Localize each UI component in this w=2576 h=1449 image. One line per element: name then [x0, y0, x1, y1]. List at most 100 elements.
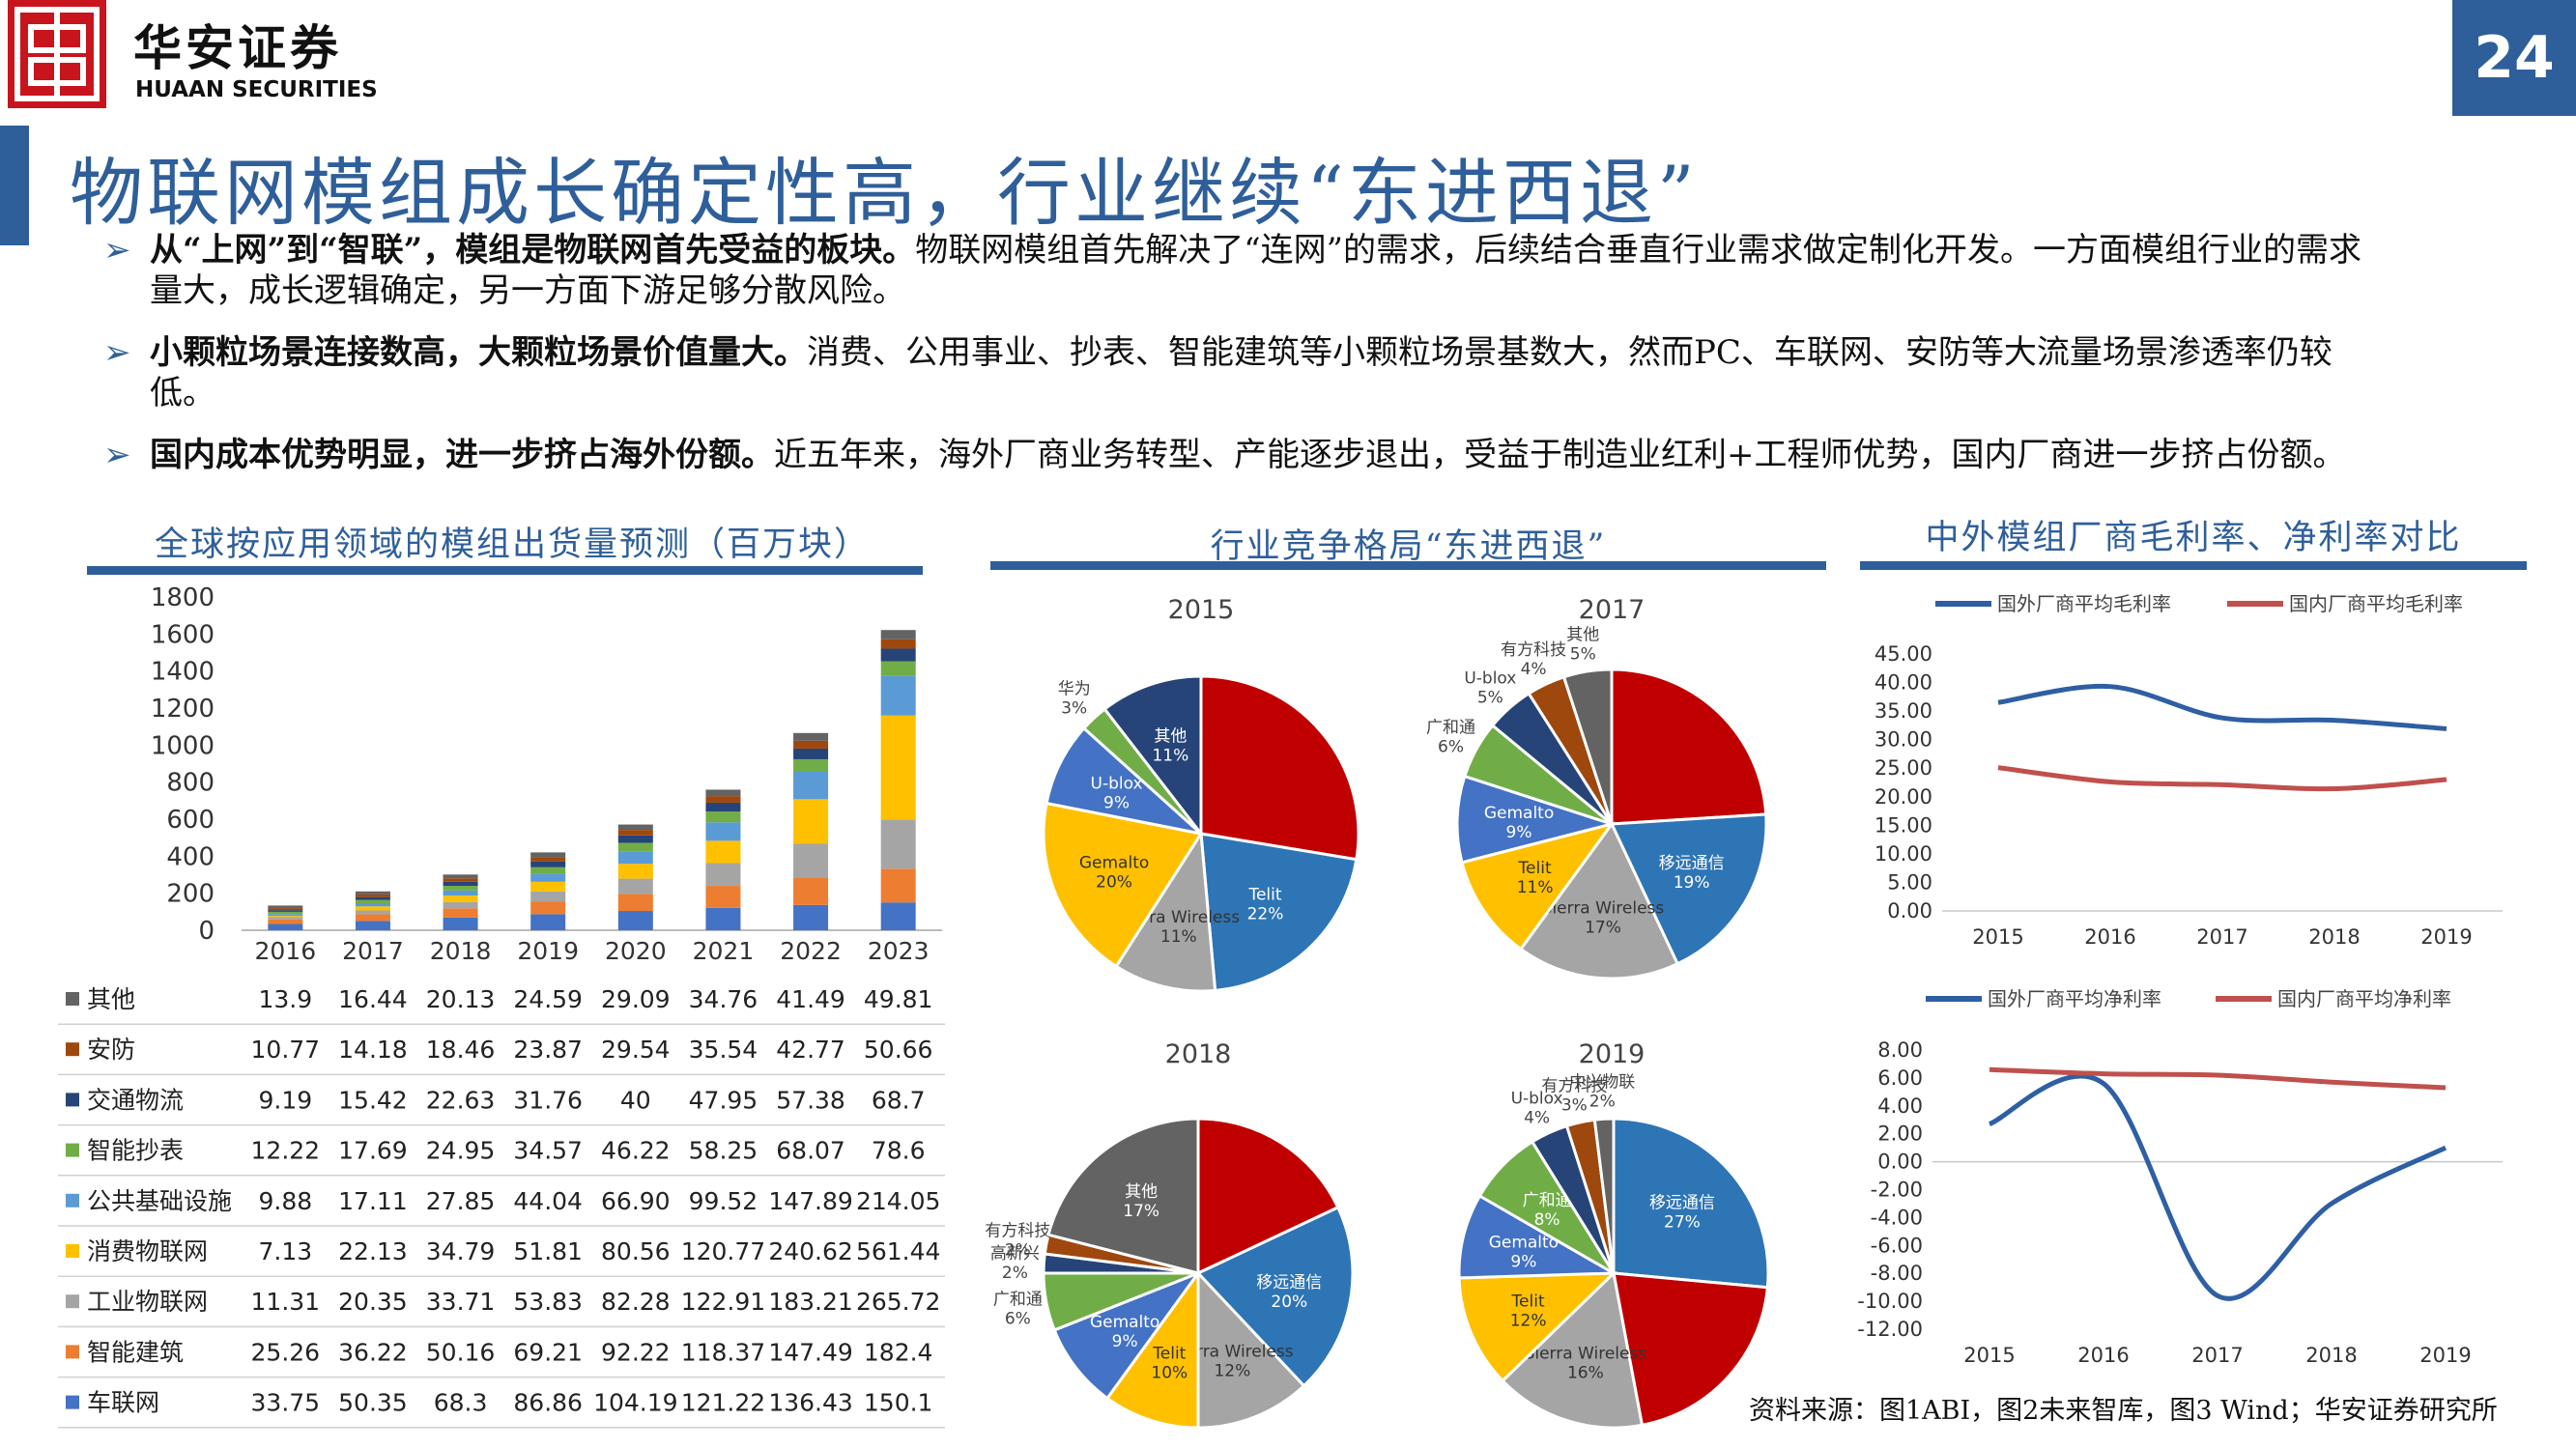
pie-slice-label: 广和通: [1426, 718, 1475, 737]
pie-slice-label: 广和通: [993, 1291, 1043, 1310]
pie-slice-percent: 2%: [1005, 1240, 1031, 1260]
pie-title: 2017: [1579, 595, 1646, 625]
bar-segment: [443, 895, 478, 902]
bar-segment: [793, 904, 829, 930]
bar-segment: [705, 840, 741, 864]
y-tick-label: 0: [198, 917, 215, 946]
pie-slice-label: 高新兴: [990, 1244, 1040, 1264]
table-cell-value: 36.22: [338, 1338, 408, 1366]
bar-segment: [530, 852, 566, 858]
legend-swatch: [66, 1345, 79, 1359]
table-cell-value: 214.05: [856, 1187, 940, 1215]
legend-label: 国内厂商平均毛利率: [2289, 592, 2463, 615]
legend-label: 国外厂商平均毛利率: [1997, 592, 2171, 615]
table-cell-value: 41.49: [776, 985, 845, 1013]
table-cell-value: 136.43: [768, 1389, 852, 1417]
table-cell-value: 27.85: [426, 1187, 496, 1215]
series-line: [1997, 683, 2447, 731]
pie-slice-percent: 12%: [1510, 1311, 1547, 1330]
bullet-2-text: 消费、公用事业、抄表、智能建筑等小颗粒场景基数大，然而PC、车联网、安防等大流量…: [150, 333, 2333, 412]
bar-segment: [880, 868, 916, 903]
table-cell-value: 66.90: [601, 1187, 671, 1215]
bar-segment: [530, 857, 566, 862]
bullet-arrow-icon: ➢: [103, 436, 131, 474]
table-cell-value: 182.4: [864, 1338, 933, 1366]
pie-slice: [1455, 774, 1617, 865]
bar-segment: [617, 851, 653, 865]
pie-slice-percent: 9%: [1112, 1332, 1138, 1351]
table-cell-value: 33.71: [426, 1288, 496, 1316]
bar-segment: [530, 881, 566, 892]
y-tick-label: 1000: [151, 731, 215, 760]
section-title-shipments: 全球按应用领域的模组出货量预测（百万块）: [154, 526, 870, 564]
legend-label: 国内厂商平均净利率: [2277, 987, 2451, 1010]
y-tick-label: 0.00: [1877, 1151, 1923, 1174]
y-tick-label: 8.00: [1877, 1038, 1923, 1062]
y-tick-label: -2.00: [1871, 1179, 1923, 1202]
x-tick-label: 2015: [1963, 1344, 2015, 1367]
title-accent-bar: [0, 126, 29, 245]
x-tick-label: 2016: [2084, 925, 2135, 949]
pie-slice-label: Telit: [1511, 1292, 1545, 1311]
pie-slice: [1046, 1117, 1200, 1275]
pie-slice-percent: 11%: [1152, 746, 1188, 765]
table-cell-value: 68.07: [776, 1137, 845, 1165]
bar-segment: [443, 917, 478, 930]
y-tick-label: 10.00: [1875, 842, 1932, 866]
bar-segment: [355, 902, 390, 907]
pie-slice-label: 移远通信: [1649, 1193, 1715, 1212]
pie-slice-percent: 6%: [1005, 1310, 1031, 1329]
table-series-name: 智能抄表: [87, 1137, 184, 1165]
bar-segment: [617, 894, 653, 912]
table-cell-value: 561.44: [856, 1237, 940, 1265]
bar-segment: [268, 908, 303, 911]
bar-segment: [355, 899, 390, 903]
table-cell-value: 22.13: [338, 1237, 408, 1265]
x-tick-label: 2017: [2191, 1344, 2243, 1367]
table-cell-value: 47.95: [689, 1086, 758, 1114]
series-line: [1989, 1066, 2447, 1091]
table-series-name: 安防: [87, 1036, 135, 1064]
pie-slice-percent: 16%: [1567, 1363, 1604, 1382]
x-tick-label: 2022: [780, 937, 842, 965]
bar-segment: [793, 877, 829, 905]
table-cell-value: 147.49: [768, 1338, 852, 1366]
pie-slice: [1457, 1271, 1617, 1383]
table-cell-value: 7.13: [258, 1237, 312, 1265]
bar-segment: [880, 819, 916, 869]
logo-seal-icon: [14, 7, 100, 101]
bar-segment: [793, 740, 829, 749]
bar-segment: [880, 630, 916, 639]
pie-slice-percent: 19%: [1674, 873, 1710, 893]
bullet-3-bold: 国内成本优势明显，进一步挤占海外份额。: [150, 436, 774, 474]
bar-segment: [355, 921, 390, 930]
pie-slice-percent: 9%: [1510, 1253, 1536, 1272]
pie-title: 2015: [1168, 595, 1235, 625]
table-cell-value: 42.77: [776, 1036, 845, 1064]
y-tick-label: -8.00: [1871, 1262, 1923, 1285]
bar-segment: [355, 891, 390, 895]
pie-slice-percent: 3%: [1561, 1095, 1588, 1115]
bar-segment: [443, 890, 478, 896]
table-cell-value: 17.69: [338, 1137, 408, 1165]
bullet-3: ➢ 国内成本优势明显，进一步挤占海外份额。近五年来，海外厂商业务转型、产能逐步退…: [103, 435, 2372, 475]
table-cell-value: 12.22: [251, 1137, 321, 1165]
y-tick-label: 800: [166, 769, 215, 798]
pie-slice: [1102, 674, 1203, 838]
bar-segment: [268, 911, 303, 915]
pie-slice-label: 华为: [1058, 680, 1091, 699]
table-cell-value: 25.26: [251, 1338, 321, 1366]
y-tick-label: 40.00: [1875, 671, 1932, 695]
pie-slice-percent: 9%: [1103, 793, 1130, 812]
table-cell-value: 24.95: [426, 1137, 496, 1165]
pie-slice-percent: 11%: [1160, 927, 1197, 947]
bar-segment: [617, 835, 653, 843]
x-tick-label: 2019: [2419, 1344, 2471, 1367]
y-tick-label: 1400: [151, 658, 215, 687]
bar-segment: [617, 878, 653, 895]
pie-slice-label: 其他: [1566, 625, 1599, 644]
table-cell-value: 53.83: [513, 1288, 583, 1316]
table-series-name: 公共基础设施: [87, 1187, 232, 1215]
bar-segment: [530, 891, 566, 902]
